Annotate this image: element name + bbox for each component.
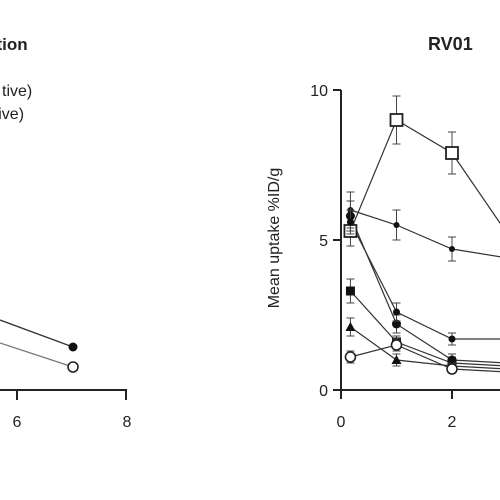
right-panel: RV01 Mean uptake %ID/g 0 5 10 0 2 — [266, 34, 500, 431]
series-1-point — [389, 113, 404, 127]
series-4-point — [392, 319, 401, 329]
y-axis-label: Mean uptake %ID/g — [266, 168, 283, 309]
series-4-line — [349, 215, 500, 364]
series-1-line — [349, 119, 500, 232]
series-1-point — [445, 146, 459, 160]
series-2-line — [350, 209, 500, 258]
series-6-line — [350, 326, 500, 370]
series-7-point — [344, 351, 357, 363]
series-3-line — [349, 290, 500, 367]
left-x-tick-label-8: 8 — [123, 414, 132, 431]
series-7-point — [390, 339, 403, 351]
series-5-point — [448, 335, 456, 343]
x-tick-label-2: 2 — [448, 414, 457, 431]
left-series-2-line — [0, 342, 74, 368]
left-x-tick-label-6: 6 — [13, 414, 22, 431]
series-2-point — [449, 246, 455, 252]
series-6-point — [391, 355, 402, 364]
series-5-point — [346, 218, 354, 226]
left-panel: …ation …tive) …gative) 6 8 — [0, 35, 132, 431]
x-tick-label-0: 0 — [337, 414, 346, 431]
series-7-point — [446, 363, 458, 375]
right-panel-title: RV01 — [428, 34, 473, 54]
series-5-point — [393, 308, 400, 316]
y-tick-label-5: 5 — [319, 233, 328, 250]
series-2-point — [393, 222, 400, 228]
series-4-point — [447, 355, 457, 365]
series-6-point — [345, 322, 356, 331]
y-tick-label-10: 10 — [310, 83, 328, 100]
left-filled-point — [68, 342, 78, 352]
series-7-line — [350, 344, 500, 373]
left-series-1-line — [0, 319, 74, 348]
left-legend-entry-2: …gative) — [0, 106, 24, 123]
y-tick-label-0: 0 — [319, 383, 328, 400]
left-panel-title: …ation — [0, 35, 28, 54]
left-open-point — [67, 361, 79, 373]
series-3-point — [345, 286, 355, 296]
left-legend-entry-1: …tive) — [0, 83, 32, 100]
series-5-line — [349, 221, 500, 340]
